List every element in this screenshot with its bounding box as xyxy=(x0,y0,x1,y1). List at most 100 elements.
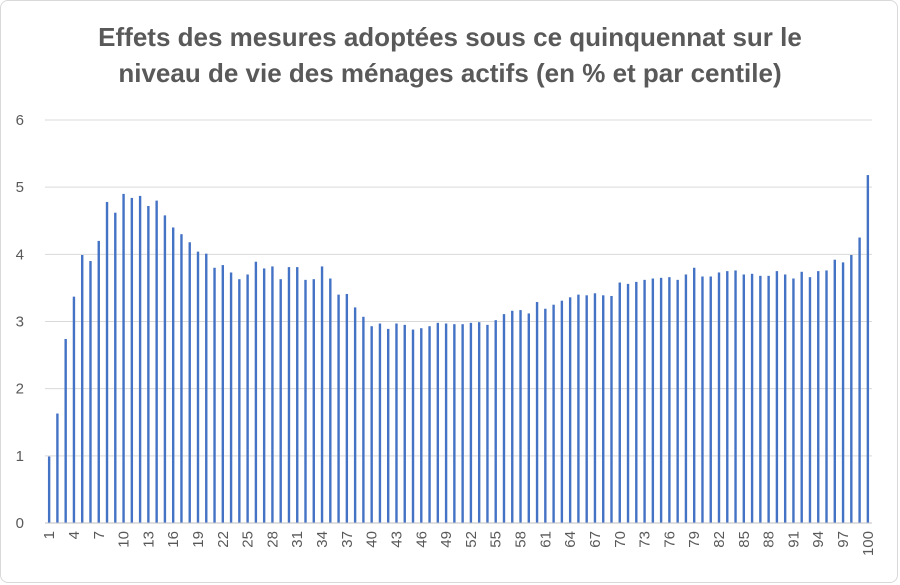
x-tick-label: 4 xyxy=(66,531,83,539)
bar-centile-20 xyxy=(205,253,208,523)
bar-centile-8 xyxy=(105,201,109,523)
bar-centile-17 xyxy=(180,234,183,523)
x-tick-label: 40 xyxy=(364,531,381,548)
bar-centile-85 xyxy=(742,274,746,523)
bar-centile-11 xyxy=(130,197,134,523)
chart-title-line-1: Effets des mesures adoptées sous ce quin… xyxy=(98,22,802,52)
y-tick-label: 6 xyxy=(16,112,24,129)
bar-centile-53 xyxy=(477,322,481,523)
x-tick-label: 64 xyxy=(562,531,579,548)
x-tick-label: 88 xyxy=(761,531,778,548)
bar-centile-86 xyxy=(750,273,754,523)
y-tick-label: 2 xyxy=(16,381,24,398)
x-tick-label: 76 xyxy=(661,531,678,548)
y-tick-label: 4 xyxy=(16,246,24,263)
bar-centile-61 xyxy=(544,308,547,523)
bar-centile-52 xyxy=(469,322,473,523)
bar-centile-63 xyxy=(560,300,564,523)
bar-centile-50 xyxy=(453,324,456,523)
bar-centile-71 xyxy=(626,283,630,523)
bar-centile-64 xyxy=(568,297,572,523)
bar-centile-73 xyxy=(643,279,646,523)
bar-centile-3 xyxy=(64,338,67,523)
bar-centile-80 xyxy=(701,276,704,523)
bar-centile-96 xyxy=(833,259,836,523)
bar-centile-29 xyxy=(279,279,282,523)
bar-centile-40 xyxy=(370,326,373,523)
bar-centile-36 xyxy=(337,294,340,523)
x-tick-label: 91 xyxy=(785,531,802,548)
bar-centile-56 xyxy=(502,314,506,523)
x-tick-label: 28 xyxy=(264,531,281,548)
bar-centile-74 xyxy=(651,278,655,523)
bar-centile-77 xyxy=(676,279,679,523)
bar-centile-78 xyxy=(684,274,688,523)
bar-centile-84 xyxy=(734,270,737,523)
bar-centile-16 xyxy=(171,227,175,523)
bar-centile-26 xyxy=(254,261,258,523)
bar-centile-92 xyxy=(800,271,803,523)
bar-centile-30 xyxy=(287,267,291,523)
x-tick-label: 52 xyxy=(463,531,480,548)
bar-centile-79 xyxy=(692,267,696,523)
x-tick-label: 7 xyxy=(91,531,108,539)
bar-centile-2 xyxy=(56,413,59,523)
x-tick-label: 55 xyxy=(488,531,505,548)
bar-centile-75 xyxy=(659,277,663,523)
x-tick-label: 79 xyxy=(686,531,703,548)
bar-centile-98 xyxy=(850,255,853,523)
bar-centile-6 xyxy=(89,261,92,523)
y-tick-label: 3 xyxy=(16,314,24,331)
x-tick-label: 70 xyxy=(612,531,629,548)
x-tick-label: 31 xyxy=(289,531,306,548)
bar-centile-65 xyxy=(577,294,580,523)
bar-centile-72 xyxy=(635,281,638,523)
y-tick-label: 0 xyxy=(16,515,24,532)
bar-centile-55 xyxy=(494,320,497,523)
bar-centile-39 xyxy=(362,316,365,523)
x-tick-label: 16 xyxy=(165,531,182,548)
x-tick-label: 1 xyxy=(41,531,58,539)
x-tick-label: 25 xyxy=(240,531,257,548)
bar-centile-99 xyxy=(858,237,861,523)
bar-centile-81 xyxy=(709,276,712,523)
bar-centile-58 xyxy=(519,310,522,523)
bar-centile-9 xyxy=(114,212,117,523)
bar-centile-23 xyxy=(229,272,233,523)
x-tick-label: 61 xyxy=(537,531,554,548)
bar-centile-33 xyxy=(312,279,315,523)
bar-centile-45 xyxy=(411,329,415,523)
x-tick-label: 67 xyxy=(587,531,604,548)
bar-centile-70 xyxy=(618,282,621,523)
bar-centile-57 xyxy=(511,310,514,523)
bar-centile-31 xyxy=(296,267,299,523)
x-tick-label: 34 xyxy=(314,531,331,548)
bar-centile-38 xyxy=(353,307,357,523)
bar-centile-47 xyxy=(428,326,431,523)
bar-centile-21 xyxy=(213,267,216,523)
bar-centile-90 xyxy=(783,274,787,523)
bar-centile-32 xyxy=(304,279,307,523)
x-tick-label: 19 xyxy=(190,531,207,548)
bar-centile-97 xyxy=(841,262,845,523)
bar-centile-14 xyxy=(155,200,158,523)
bar-centile-93 xyxy=(808,277,812,523)
bar-centile-87 xyxy=(759,275,762,523)
bar-centile-43 xyxy=(395,323,398,523)
x-tick-label: 22 xyxy=(215,531,232,548)
bar-centile-69 xyxy=(610,295,613,523)
x-tick-label: 97 xyxy=(835,531,852,548)
bar-centile-67 xyxy=(593,293,597,523)
bar-centile-1 xyxy=(47,456,51,523)
chart-title-line-2: niveau de vie des ménages actifs (en % e… xyxy=(118,58,782,88)
bar-centile-22 xyxy=(221,265,225,523)
x-tick-label: 46 xyxy=(413,531,430,548)
x-tick-label: 73 xyxy=(637,531,654,548)
y-tick-label: 5 xyxy=(16,179,24,196)
bar-centile-27 xyxy=(262,268,266,523)
bar-centile-35 xyxy=(329,278,332,523)
bar-centile-91 xyxy=(792,278,795,523)
bar-centile-34 xyxy=(320,266,324,523)
